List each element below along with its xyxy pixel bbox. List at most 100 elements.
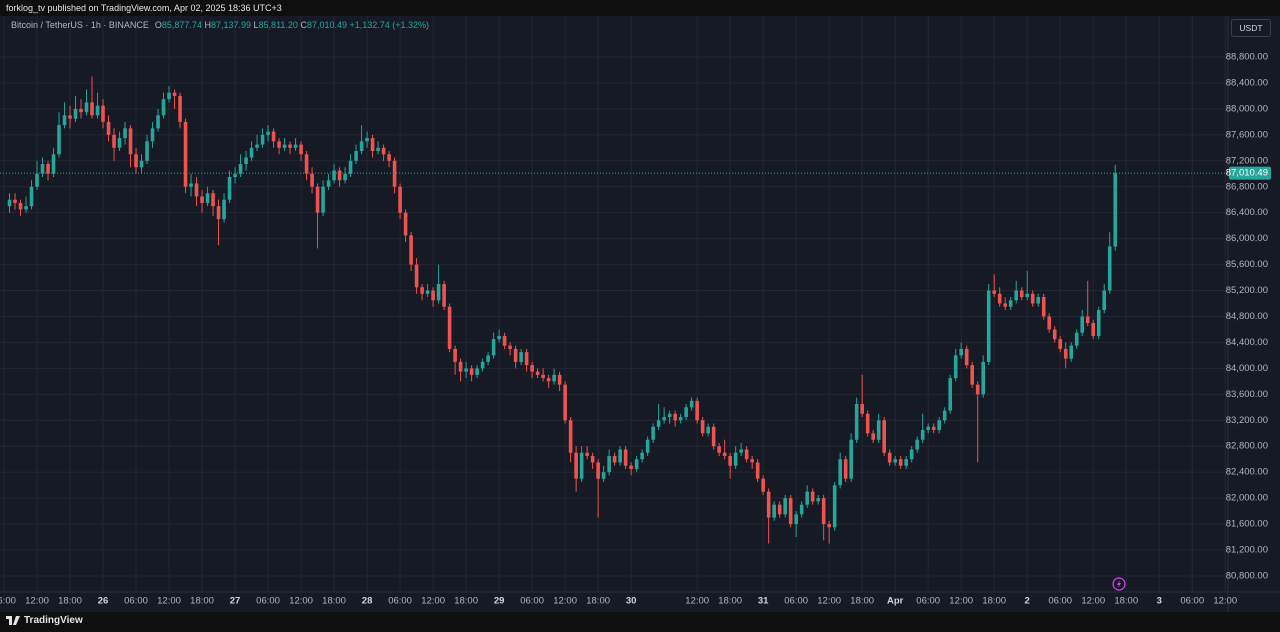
candle-body (194, 183, 199, 197)
candle-body (794, 514, 798, 525)
candle-body (365, 138, 369, 142)
x-tick-label: 18:00 (190, 596, 214, 607)
y-tick-label: 81,200.00 (1226, 545, 1268, 556)
candle-body (821, 498, 826, 525)
symbol-legend: Bitcoin / TetherUS · 1h · BINANCE O85,877… (11, 20, 429, 30)
x-tick-label: 06:00 (520, 596, 544, 607)
x-tick-label: 28 (362, 596, 373, 607)
y-tick-label: 84,400.00 (1226, 337, 1268, 348)
candle-body (535, 371, 540, 375)
brand: TradingView (6, 615, 83, 626)
candle-body (359, 141, 364, 152)
candle-body (623, 449, 628, 466)
candle-body (1102, 290, 1107, 310)
candle-body (304, 154, 309, 174)
candle-body (200, 196, 204, 203)
candle-body (541, 374, 545, 379)
candle-body (409, 235, 413, 265)
candle-body (860, 404, 864, 414)
candle-body (909, 449, 914, 460)
candle-body (420, 287, 424, 294)
y-tick-label: 88,400.00 (1226, 77, 1268, 88)
candle-body (117, 138, 122, 148)
candle-body (79, 108, 83, 113)
candle-body (84, 102, 89, 113)
y-tick-label: 82,400.00 (1226, 467, 1268, 478)
candle-body (51, 154, 56, 174)
candle-body (216, 206, 221, 220)
candle-body (68, 115, 72, 119)
x-tick-label: 06:00 (1180, 596, 1204, 607)
candle-body (238, 164, 243, 174)
x-tick-label: 12:00 (1081, 596, 1105, 607)
candle-body (876, 420, 881, 440)
candle-body (673, 413, 677, 421)
candle-body (1107, 246, 1112, 291)
candle-body (810, 491, 815, 502)
candle-body (695, 400, 699, 421)
x-tick-label: 18:00 (1114, 596, 1138, 607)
candle-body (326, 180, 331, 187)
candle-body (926, 426, 930, 431)
candle-body (288, 144, 292, 148)
candle-body (1047, 316, 1052, 330)
currency-button[interactable]: USDT (1231, 19, 1271, 37)
candle-body (1003, 303, 1008, 307)
candle-body (1074, 332, 1079, 346)
candle-body (882, 420, 886, 453)
y-tick-label: 83,200.00 (1226, 415, 1268, 426)
symbol-name: Bitcoin / TetherUS · 1h · BINANCE (11, 20, 149, 30)
alert-icon[interactable] (1112, 577, 1126, 591)
ohlc-key: L (253, 20, 259, 30)
candle-body (964, 348, 969, 366)
candle-body (282, 144, 287, 148)
candle-body (134, 154, 138, 168)
candle-body (40, 164, 45, 174)
candle-body (904, 459, 908, 466)
candle-body (293, 144, 298, 148)
candle-body (739, 449, 743, 453)
x-tick-label: 12:00 (1213, 596, 1237, 607)
candle-body (772, 504, 776, 518)
y-tick-label: 84,000.00 (1226, 363, 1268, 374)
candle-body (788, 498, 793, 525)
y-tick-label: 86,000.00 (1226, 233, 1268, 244)
candle-body (337, 170, 342, 181)
candle-body (480, 361, 485, 369)
x-tick-label: 2 (1025, 596, 1030, 607)
x-tick-label: 30 (626, 596, 637, 607)
candle-body (656, 420, 661, 427)
x-tick-label: 12:00 (553, 596, 577, 607)
candle-body (442, 284, 446, 307)
x-tick-label: 06:00 (916, 596, 940, 607)
candle-body (354, 151, 358, 161)
candle-body (73, 108, 78, 119)
candle-body (150, 128, 155, 142)
candle-body (277, 141, 281, 148)
candle-body (436, 284, 441, 301)
y-tick-label: 87,200.00 (1226, 155, 1268, 166)
candle-body (530, 365, 534, 372)
candle-body (997, 293, 1002, 304)
candle-body (211, 193, 215, 207)
x-tick-label: 06:00 (784, 596, 808, 607)
x-tick-label: 06:00 (124, 596, 148, 607)
candle-body (865, 413, 870, 434)
candle-body (189, 183, 193, 187)
x-tick-label: 12:00 (289, 596, 313, 607)
candle-body (101, 105, 105, 122)
candle-body (205, 193, 210, 203)
candle-body (508, 345, 512, 349)
candle-body (29, 186, 34, 207)
candle-body (645, 439, 650, 453)
candle-body (161, 99, 166, 116)
candle-body (513, 348, 518, 362)
candle-body (711, 426, 716, 447)
ohlc-key: O (154, 20, 162, 30)
candle-body (1063, 348, 1068, 359)
candle-body (464, 368, 468, 372)
candle-body (398, 186, 402, 213)
candle-body (156, 115, 160, 129)
candle-body (579, 452, 584, 479)
candle-body (255, 144, 259, 148)
